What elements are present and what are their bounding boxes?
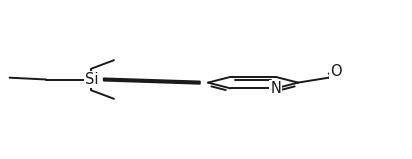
Text: Si: Si <box>85 72 98 87</box>
Text: N: N <box>270 81 281 96</box>
Text: O: O <box>330 64 342 79</box>
